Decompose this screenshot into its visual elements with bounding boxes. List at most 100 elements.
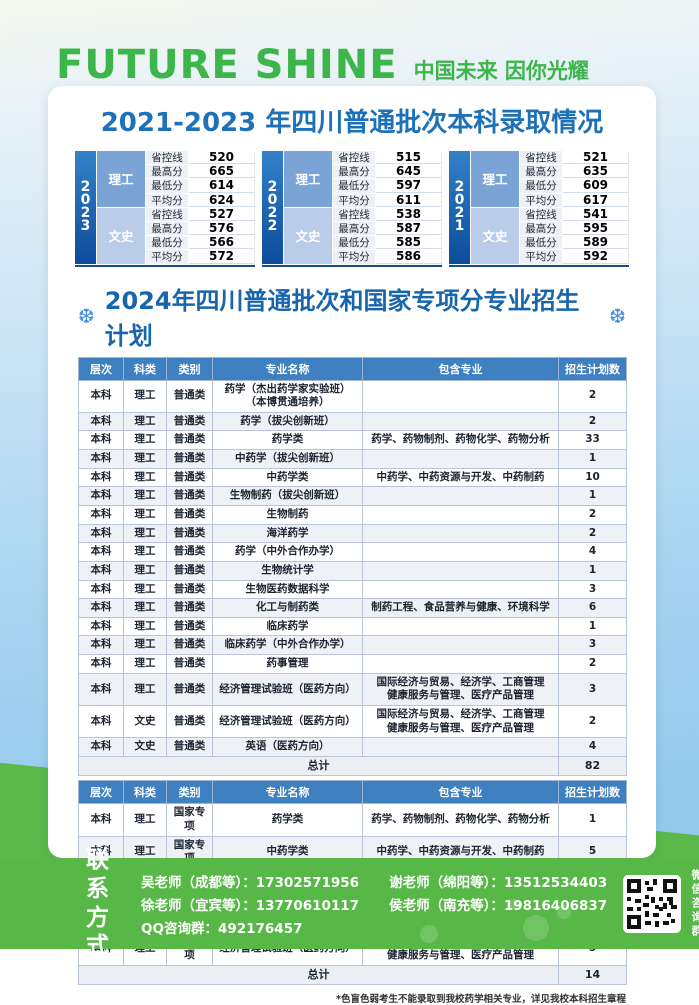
cell-includes bbox=[362, 635, 559, 656]
contact-label: 联系 方式 bbox=[86, 846, 109, 961]
table-row: 本科 理工 普通类 药事管理 2 bbox=[78, 654, 627, 674]
stat-value: 665 bbox=[189, 164, 255, 179]
stat-value: 585 bbox=[376, 235, 442, 250]
column-header: 层次 bbox=[78, 356, 124, 381]
table-row: 本科 理工 普通类 药学（拔尖创新班） 2 bbox=[78, 411, 627, 432]
year-digit: 2 bbox=[454, 205, 465, 222]
cell-major: 海洋药学 bbox=[212, 523, 363, 544]
cell-stream: 理工 bbox=[123, 579, 167, 600]
cell-stream: 理工 bbox=[123, 672, 167, 707]
column-header: 包含专业 bbox=[362, 356, 559, 381]
stat-value: 521 bbox=[563, 150, 629, 165]
cell-level: 本科 bbox=[78, 672, 124, 707]
stat-value: 587 bbox=[376, 221, 442, 236]
cell-stream: 理工 bbox=[123, 430, 167, 451]
stat-label: 最低分 bbox=[333, 236, 375, 250]
contact-entry: 侯老师（南充等）：19816406837 bbox=[389, 897, 608, 914]
stat-label: 最低分 bbox=[520, 236, 562, 250]
qq-group-line: QQ咨询群：492176457 bbox=[141, 920, 303, 937]
stat-label: 省控线 bbox=[333, 207, 375, 221]
cell-count: 2 bbox=[558, 504, 627, 525]
cell-includes bbox=[362, 737, 559, 757]
cell-stream: 理工 bbox=[123, 467, 167, 488]
cell-count: 2 bbox=[558, 654, 627, 674]
header: FUTURE SHINE 中国未来 因你光耀 bbox=[56, 42, 589, 88]
cell-stream: 理工 bbox=[123, 803, 167, 837]
contact-inner: 联系 方式 吴老师（成都等）：17302571956 谢老师（绵阳等）：13512… bbox=[0, 847, 699, 959]
cell-count: 6 bbox=[558, 598, 627, 618]
column-header: 专业名称 bbox=[212, 356, 363, 381]
cell-count: 10 bbox=[558, 467, 627, 488]
year-digit: 0 bbox=[267, 192, 278, 209]
total-label: 总计 bbox=[78, 964, 559, 985]
cell-level: 本科 bbox=[78, 523, 124, 544]
category-cell: 理工 bbox=[471, 151, 519, 207]
cell-major: 药学（拔尖创新班） bbox=[212, 411, 363, 432]
cell-type: 普通类 bbox=[166, 598, 213, 618]
cell-major: 经济管理试验班（医药方向） bbox=[212, 672, 363, 707]
cell-stream: 理工 bbox=[123, 598, 167, 618]
cell-stream: 理工 bbox=[123, 523, 167, 544]
molecule-decoration bbox=[523, 915, 549, 941]
plan-table-header-row: 层次 科类 类别 专业名称 包含专业 招生计划数 bbox=[78, 356, 627, 381]
cell-type: 普通类 bbox=[166, 560, 213, 581]
cell-major: 临床药学（中外合作办学） bbox=[212, 635, 363, 656]
total-count: 82 bbox=[558, 755, 627, 777]
stat-value: 595 bbox=[563, 221, 629, 236]
cell-type: 普通类 bbox=[166, 449, 213, 469]
year-digit: 2 bbox=[267, 205, 278, 222]
cell-includes bbox=[362, 379, 559, 413]
stat-label: 最低分 bbox=[146, 179, 188, 193]
cell-type: 普通类 bbox=[166, 379, 213, 413]
cell-includes bbox=[362, 523, 559, 544]
stat-label: 最高分 bbox=[146, 221, 188, 236]
category-cell: 理工 bbox=[284, 151, 332, 207]
molecule-decoration bbox=[509, 899, 519, 909]
cell-level: 本科 bbox=[78, 616, 124, 637]
cell-includes bbox=[362, 411, 559, 432]
stat-value: 572 bbox=[189, 249, 255, 264]
table-row: 本科 理工 普通类 生物制药（拔尖创新班） 1 bbox=[78, 486, 627, 506]
cell-level: 本科 bbox=[78, 486, 124, 506]
snowflake-icon: ❆ bbox=[78, 303, 95, 328]
cell-major: 药学类 bbox=[212, 430, 363, 451]
cell-count: 4 bbox=[558, 542, 627, 562]
cell-type: 普通类 bbox=[166, 486, 213, 506]
stat-value: 617 bbox=[563, 193, 629, 207]
content-card: 2021-2023 年四川普通批次本科录取情况 2 0 2 3 理工 省控线 520 最高分 6… bbox=[48, 86, 656, 1005]
cell-includes bbox=[362, 504, 559, 525]
year-digit: 1 bbox=[454, 218, 465, 235]
category-cell: 文史 bbox=[284, 207, 332, 264]
cell-includes: 制药工程、食品营养与健康、环境科学 bbox=[362, 598, 559, 618]
cell-level: 本科 bbox=[78, 705, 124, 739]
cell-stream: 理工 bbox=[123, 504, 167, 525]
contact-entries: 吴老师（成都等）：17302571956 谢老师（绵阳等）：13512534403… bbox=[141, 871, 607, 937]
cell-type: 普通类 bbox=[166, 705, 213, 739]
year-table: 2 0 2 1 理工 省控线 521 最高分 635 最低分 609 平均分 617 文史 省控线 541 最高… bbox=[449, 150, 629, 267]
cell-includes bbox=[362, 654, 559, 674]
cell-level: 本科 bbox=[78, 598, 124, 618]
cell-major: 药事管理 bbox=[212, 654, 363, 674]
stat-value: 527 bbox=[189, 207, 255, 221]
cell-major: 经济管理试验班（医药方向） bbox=[212, 705, 363, 739]
cell-level: 本科 bbox=[78, 467, 124, 488]
stat-label: 平均分 bbox=[146, 250, 188, 264]
total-row: 总计 82 bbox=[78, 755, 627, 777]
cell-includes: 国际经济与贸易、经济学、工商管理 健康服务与管理、医疗产品管理 bbox=[362, 672, 559, 707]
cell-stream: 理工 bbox=[123, 635, 167, 656]
molecule-decoration bbox=[557, 905, 571, 919]
table-row: 本科 理工 普通类 临床药学 1 bbox=[78, 616, 627, 637]
qr-code-pattern bbox=[627, 878, 678, 929]
cell-major: 英语（医药方向） bbox=[212, 737, 363, 757]
cell-type: 普通类 bbox=[166, 411, 213, 432]
year-digit: 0 bbox=[80, 192, 91, 209]
cell-includes bbox=[362, 486, 559, 506]
brand-slogan: 中国未来 因你光耀 bbox=[413, 59, 589, 83]
year-digit: 2 bbox=[454, 179, 465, 196]
stat-label: 最高分 bbox=[520, 221, 562, 236]
cell-major: 生物制药 bbox=[212, 504, 363, 525]
cell-major: 药学类 bbox=[212, 803, 363, 837]
cell-count: 3 bbox=[558, 579, 627, 600]
stat-value: 635 bbox=[563, 164, 629, 179]
